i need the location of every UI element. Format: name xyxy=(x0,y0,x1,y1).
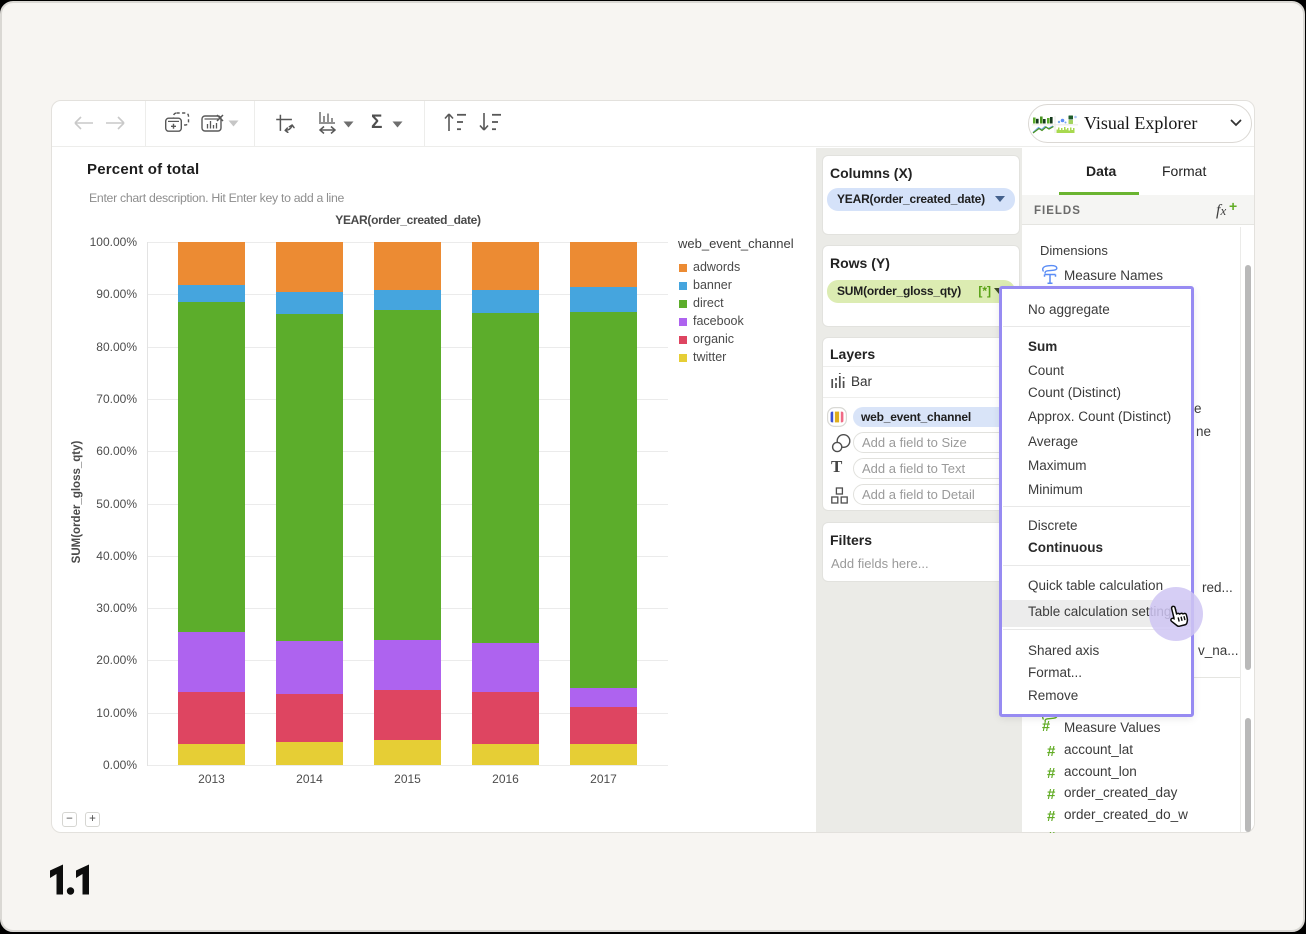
svg-text:#: # xyxy=(1042,719,1050,734)
